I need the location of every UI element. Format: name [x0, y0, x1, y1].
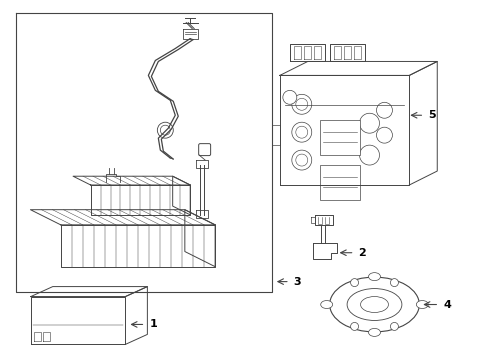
- Ellipse shape: [330, 277, 419, 332]
- Circle shape: [283, 90, 297, 104]
- Text: 3: 3: [294, 276, 301, 287]
- Circle shape: [296, 126, 308, 138]
- Text: 5: 5: [428, 110, 436, 120]
- Text: 1: 1: [149, 319, 157, 329]
- Ellipse shape: [368, 273, 380, 280]
- Circle shape: [160, 125, 171, 135]
- Ellipse shape: [347, 289, 402, 320]
- Circle shape: [350, 279, 359, 287]
- Circle shape: [350, 323, 359, 330]
- Circle shape: [292, 94, 312, 114]
- Circle shape: [157, 122, 173, 138]
- Circle shape: [292, 122, 312, 142]
- Circle shape: [376, 102, 392, 118]
- Text: 2: 2: [359, 248, 367, 258]
- Circle shape: [296, 154, 308, 166]
- Circle shape: [296, 98, 308, 110]
- Circle shape: [360, 145, 379, 165]
- Circle shape: [391, 323, 398, 330]
- Ellipse shape: [361, 297, 389, 312]
- Circle shape: [376, 127, 392, 143]
- Bar: [319, 120, 360, 155]
- Circle shape: [360, 113, 379, 133]
- FancyBboxPatch shape: [198, 144, 211, 156]
- Ellipse shape: [321, 301, 333, 309]
- Circle shape: [391, 279, 398, 287]
- Ellipse shape: [368, 328, 380, 336]
- Ellipse shape: [416, 301, 428, 309]
- Text: 4: 4: [443, 300, 451, 310]
- Circle shape: [292, 150, 312, 170]
- Bar: [319, 165, 360, 200]
